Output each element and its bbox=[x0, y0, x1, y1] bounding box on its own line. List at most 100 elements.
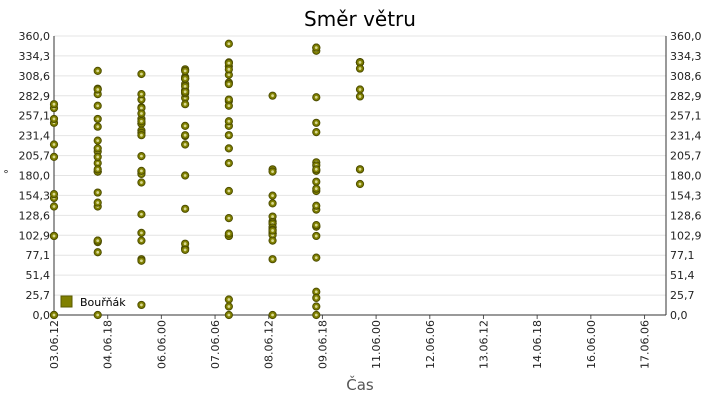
data-point-highlight bbox=[314, 121, 318, 125]
legend: Bouřňák bbox=[60, 295, 126, 309]
data-point-highlight bbox=[358, 182, 362, 186]
data-point-highlight bbox=[140, 119, 143, 123]
data-point-highlight bbox=[314, 46, 318, 50]
y-tick-label-right: 0,0 bbox=[670, 309, 688, 322]
data-point-highlight bbox=[358, 167, 362, 171]
y-tick-label-left: 308,6 bbox=[19, 70, 51, 83]
data-point-highlight bbox=[96, 69, 100, 73]
x-tick-label: 08.06.12 bbox=[263, 320, 276, 369]
data-point-highlight bbox=[314, 95, 318, 99]
y-tick-label-right: 360,0 bbox=[670, 30, 702, 43]
grid bbox=[54, 35, 666, 316]
y-tick-label-right: 257,1 bbox=[670, 110, 702, 123]
data-point-highlight bbox=[96, 155, 100, 159]
data-point-highlight bbox=[96, 146, 100, 150]
y-tick-label-left: 360,0 bbox=[19, 30, 51, 43]
data-point-highlight bbox=[314, 204, 318, 208]
y-tick-label-right: 128,6 bbox=[670, 209, 702, 222]
data-point-highlight bbox=[96, 250, 100, 254]
y-tick-label-right: 308,6 bbox=[670, 70, 702, 83]
legend-swatch bbox=[60, 295, 73, 308]
data-point-highlight bbox=[227, 82, 231, 86]
y-tick-label-left: 154,3 bbox=[19, 189, 51, 202]
y-tick-label-right: 334,3 bbox=[670, 50, 702, 63]
data-point-highlight bbox=[271, 194, 274, 198]
data-point-highlight bbox=[52, 192, 56, 196]
data-point-highlight bbox=[140, 169, 143, 173]
data-point-highlight bbox=[183, 124, 187, 128]
data-point-highlight bbox=[358, 95, 362, 98]
data-point-highlight bbox=[52, 234, 56, 238]
x-axis-title: Čas bbox=[346, 375, 374, 394]
data-point-highlight bbox=[96, 117, 100, 121]
y-tick-label-left: 334,3 bbox=[19, 50, 51, 63]
y-tick-label-right: 154,3 bbox=[670, 189, 702, 202]
y-tick-label-right: 205,7 bbox=[670, 150, 702, 163]
data-point-highlight bbox=[271, 202, 274, 205]
y-tick-label-left: 180,0 bbox=[19, 170, 51, 183]
x-tick-label: 17.06.06 bbox=[639, 320, 652, 369]
x-tick-label: 16.06.00 bbox=[585, 320, 598, 369]
data-point-highlight bbox=[52, 143, 56, 146]
x-tick-label: 14.06.18 bbox=[531, 320, 544, 369]
data-point-highlight bbox=[271, 94, 274, 98]
data-point-highlight bbox=[314, 167, 318, 171]
data-point-highlight bbox=[140, 231, 143, 235]
y-tick-label-right: 25,7 bbox=[670, 289, 695, 302]
data-point-highlight bbox=[96, 191, 100, 194]
y-tick-label-left: 51,4 bbox=[26, 269, 51, 282]
x-tick-label: 12.06.06 bbox=[424, 320, 437, 369]
data-point-highlight bbox=[96, 139, 100, 143]
data-point-highlight bbox=[140, 212, 143, 216]
data-point-highlight bbox=[358, 88, 362, 91]
data-point-highlight bbox=[271, 215, 274, 218]
data-point-highlight bbox=[314, 305, 318, 308]
data-point-highlight bbox=[140, 133, 143, 137]
data-point-highlight bbox=[52, 102, 56, 106]
data-point-highlight bbox=[314, 180, 318, 184]
x-tick-label: 06.06.00 bbox=[155, 320, 168, 369]
data-point-highlight bbox=[314, 313, 318, 317]
data-point-highlight bbox=[183, 133, 187, 137]
data-point-highlight bbox=[314, 290, 318, 294]
data-point-highlight bbox=[227, 313, 231, 317]
data-point-highlight bbox=[314, 234, 318, 238]
data-point-highlight bbox=[183, 84, 187, 88]
x-tick-label: 09.06.18 bbox=[316, 320, 329, 369]
data-point-highlight bbox=[96, 313, 100, 317]
data-point-highlight bbox=[140, 72, 143, 76]
data-point-highlight bbox=[140, 154, 143, 158]
y-tick-label-left: 0,0 bbox=[33, 309, 51, 322]
data-point-highlight bbox=[271, 257, 274, 261]
data-point-highlight bbox=[183, 248, 187, 252]
x-tick-label: 13.06.12 bbox=[477, 320, 490, 369]
data-point-highlight bbox=[140, 259, 143, 263]
data-point-highlight bbox=[183, 90, 187, 94]
y-axis-title: ° bbox=[3, 168, 9, 181]
data-point-highlight bbox=[227, 216, 231, 220]
data-point-highlight bbox=[96, 88, 100, 91]
data-point-highlight bbox=[227, 98, 231, 101]
y-tick-label-right: 51,4 bbox=[670, 269, 695, 282]
data-point-highlight bbox=[96, 104, 100, 108]
data-point-highlight bbox=[227, 133, 231, 137]
data-point-highlight bbox=[227, 189, 231, 193]
data-point-highlight bbox=[183, 174, 187, 177]
data-point-highlight bbox=[140, 112, 143, 115]
x-tick-label: 03.06.12 bbox=[48, 320, 61, 369]
data-point-highlight bbox=[96, 167, 100, 171]
chart-title: Směr větru bbox=[304, 7, 416, 31]
data-point-highlight bbox=[140, 181, 143, 184]
data-point-highlight bbox=[52, 205, 56, 208]
data-point-highlight bbox=[52, 155, 56, 159]
data-point-highlight bbox=[183, 143, 187, 146]
data-point-highlight bbox=[314, 296, 318, 300]
data-point-highlight bbox=[271, 313, 274, 317]
data-point-highlight bbox=[140, 239, 143, 243]
x-tick-label: 11.06.00 bbox=[370, 320, 383, 369]
y-tick-label-left: 205,7 bbox=[19, 150, 51, 163]
y-tick-label-right: 77,1 bbox=[670, 249, 695, 262]
data-point-highlight bbox=[314, 256, 318, 260]
data-point-highlight bbox=[358, 67, 362, 70]
